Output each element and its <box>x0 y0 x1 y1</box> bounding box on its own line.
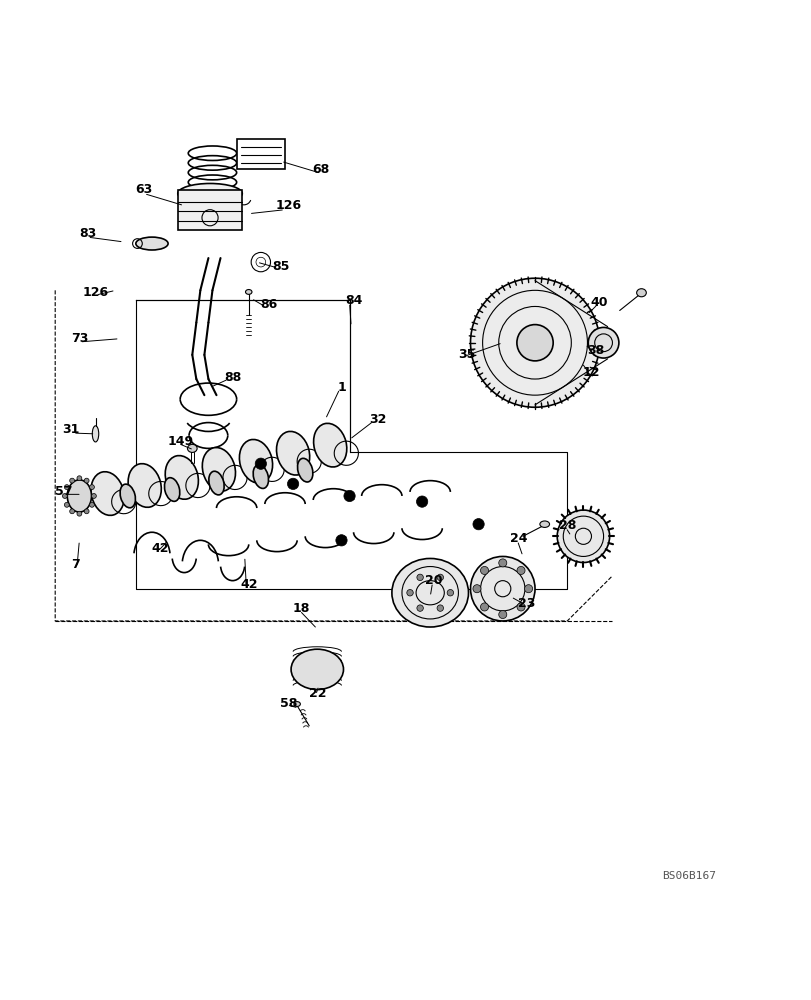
Ellipse shape <box>67 480 92 512</box>
Ellipse shape <box>92 426 99 442</box>
Ellipse shape <box>290 649 343 690</box>
Ellipse shape <box>517 325 552 361</box>
Text: 28: 28 <box>558 519 575 532</box>
Circle shape <box>480 603 488 611</box>
Text: 38: 38 <box>586 344 603 357</box>
Circle shape <box>480 566 488 574</box>
Ellipse shape <box>470 278 599 407</box>
Ellipse shape <box>202 448 235 491</box>
Circle shape <box>89 485 94 490</box>
Circle shape <box>92 494 97 498</box>
Text: 12: 12 <box>582 366 599 379</box>
Text: 84: 84 <box>345 294 362 307</box>
Circle shape <box>524 585 532 593</box>
Circle shape <box>77 476 82 481</box>
Text: 24: 24 <box>509 532 527 545</box>
Text: 35: 35 <box>457 348 474 361</box>
Text: 85: 85 <box>272 260 290 273</box>
Text: 1: 1 <box>337 381 345 394</box>
Ellipse shape <box>120 484 135 508</box>
Text: 57: 57 <box>54 485 72 498</box>
Ellipse shape <box>470 556 534 621</box>
Circle shape <box>255 458 266 469</box>
Circle shape <box>472 519 483 530</box>
Text: 126: 126 <box>83 286 109 299</box>
Circle shape <box>89 502 94 507</box>
Circle shape <box>498 559 506 567</box>
Text: 42: 42 <box>240 578 257 591</box>
Bar <box>178 190 242 230</box>
Text: 7: 7 <box>71 558 79 571</box>
Ellipse shape <box>207 467 215 473</box>
Circle shape <box>344 490 354 502</box>
Circle shape <box>64 485 69 490</box>
Ellipse shape <box>392 558 468 627</box>
Circle shape <box>447 590 453 596</box>
Text: 20: 20 <box>425 574 443 587</box>
Ellipse shape <box>253 465 268 488</box>
Circle shape <box>472 585 480 593</box>
Circle shape <box>70 478 75 483</box>
Circle shape <box>416 496 427 507</box>
Text: 126: 126 <box>276 199 302 212</box>
Text: 18: 18 <box>292 602 310 615</box>
Ellipse shape <box>313 423 346 467</box>
Ellipse shape <box>297 458 312 482</box>
Circle shape <box>84 509 89 514</box>
Ellipse shape <box>245 290 251 294</box>
Ellipse shape <box>91 472 124 515</box>
Text: 40: 40 <box>590 296 607 309</box>
Circle shape <box>62 494 67 498</box>
Ellipse shape <box>178 183 242 204</box>
Circle shape <box>498 610 506 619</box>
Text: 32: 32 <box>369 413 386 426</box>
Ellipse shape <box>636 289 646 297</box>
Ellipse shape <box>208 471 224 495</box>
Ellipse shape <box>556 510 609 562</box>
Text: 73: 73 <box>71 332 88 345</box>
Circle shape <box>517 603 525 611</box>
Text: 23: 23 <box>517 597 535 610</box>
Text: 42: 42 <box>151 542 169 555</box>
Bar <box>236 139 285 169</box>
Text: 63: 63 <box>135 183 152 196</box>
Text: 86: 86 <box>260 298 277 311</box>
Circle shape <box>436 605 443 611</box>
Ellipse shape <box>187 444 197 452</box>
Ellipse shape <box>294 702 300 706</box>
Circle shape <box>517 566 525 574</box>
Circle shape <box>84 478 89 483</box>
Circle shape <box>406 590 413 596</box>
Text: BS06B167: BS06B167 <box>662 871 715 881</box>
Ellipse shape <box>128 464 161 507</box>
Circle shape <box>416 605 423 611</box>
Text: 83: 83 <box>79 227 96 240</box>
Text: 88: 88 <box>224 371 241 384</box>
Circle shape <box>287 478 298 490</box>
Text: 149: 149 <box>167 435 193 448</box>
Text: 31: 31 <box>62 423 80 436</box>
Ellipse shape <box>539 521 549 527</box>
Circle shape <box>416 574 423 581</box>
Circle shape <box>70 509 75 514</box>
Circle shape <box>336 535 346 546</box>
Ellipse shape <box>165 478 179 501</box>
Circle shape <box>77 511 82 516</box>
Text: 68: 68 <box>312 163 329 176</box>
Ellipse shape <box>277 431 309 475</box>
Ellipse shape <box>239 439 272 483</box>
Ellipse shape <box>165 456 198 499</box>
Text: 58: 58 <box>280 697 298 710</box>
Ellipse shape <box>587 327 618 358</box>
Text: 22: 22 <box>308 687 326 700</box>
Circle shape <box>64 502 69 507</box>
Circle shape <box>436 574 443 581</box>
Ellipse shape <box>135 237 168 250</box>
